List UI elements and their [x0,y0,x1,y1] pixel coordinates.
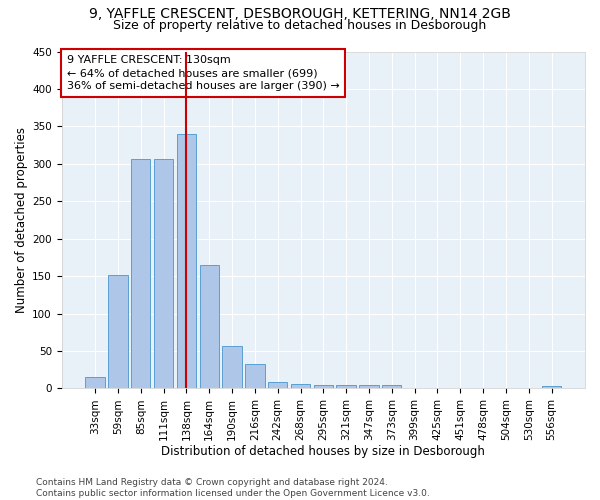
Text: Size of property relative to detached houses in Desborough: Size of property relative to detached ho… [113,18,487,32]
Bar [108,274,128,388]
Y-axis label: Number of detached properties: Number of detached properties [15,127,28,313]
Text: 9 YAFFLE CRESCENT: 130sqm
← 64% of detached houses are smaller (699)
36% of semi: 9 YAFFLE CRESCENT: 130sqm ← 64% of detac… [67,55,340,92]
Bar [359,386,379,388]
Bar [154,158,173,388]
Bar [200,265,219,388]
X-axis label: Distribution of detached houses by size in Desborough: Distribution of detached houses by size … [161,444,485,458]
Text: 9, YAFFLE CRESCENT, DESBOROUGH, KETTERING, NN14 2GB: 9, YAFFLE CRESCENT, DESBOROUGH, KETTERIN… [89,8,511,22]
Bar [337,386,356,388]
Bar [245,364,265,388]
Text: Contains HM Land Registry data © Crown copyright and database right 2024.
Contai: Contains HM Land Registry data © Crown c… [36,478,430,498]
Bar [177,134,196,388]
Bar [314,386,333,388]
Bar [382,386,401,388]
Bar [131,158,151,388]
Bar [268,382,287,388]
Bar [542,386,561,388]
Bar [223,346,242,389]
Bar [291,384,310,388]
Bar [85,378,105,388]
